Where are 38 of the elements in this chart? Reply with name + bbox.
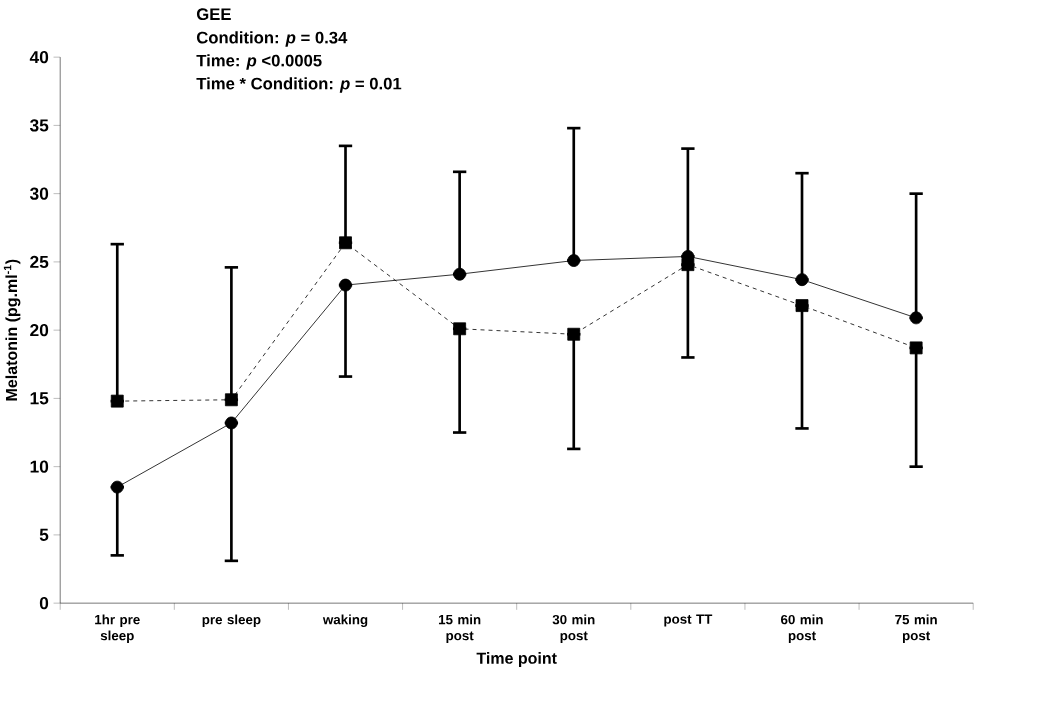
point [567,254,581,267]
x-tick-label: 60 min post [781,614,823,643]
text: Condition: p = 0.34 [196,31,348,47]
x-axis-title: Time point [476,652,557,668]
y-tick-label: 25 [30,255,49,269]
x-tick-label: 75 min post [895,614,937,643]
point [795,299,809,312]
point [795,273,809,287]
point [567,327,581,341]
point [909,341,923,355]
point [110,480,124,494]
point [681,258,695,272]
x-tick-label: 15 min post [438,614,481,643]
point [110,394,124,408]
point [339,278,352,292]
point [453,267,467,281]
point [909,311,923,325]
point [339,236,352,250]
point [224,416,238,430]
x-tick-label: 1hr pre sleep [95,614,140,643]
annotation: Time: p <0.0005 [196,54,322,70]
point [453,322,467,336]
y-tick-label: 15 [30,392,49,405]
annotation: Time * Condition: p = 0.01 [196,77,402,93]
x-tick-label: waking [322,614,368,628]
y-tick-label: 30 [29,187,49,200]
y-tick-label: 0 [39,597,49,610]
y-tick-label: 10 [30,460,49,473]
x-tick-label: pre sleep [202,614,261,627]
x-tick-label: 30 min post [552,614,595,643]
y-tick-label: 35 [29,119,49,132]
x-tick-label: post TT [664,614,713,627]
point [224,393,238,407]
text: GEE [196,8,231,21]
y-tick-label: 20 [30,324,49,337]
y-tick-label: 5 [39,528,49,541]
y-axis-title: Melatonin (pg.ml$^{-1}$) [3,259,21,401]
y-tick-label: 40 [29,51,49,64]
